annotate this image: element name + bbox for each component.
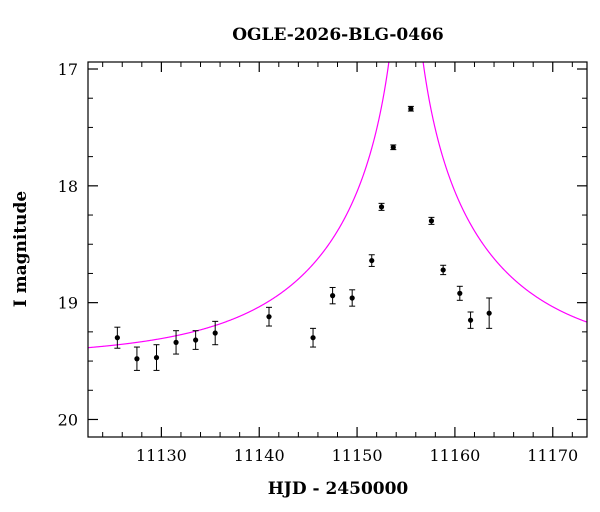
data-point xyxy=(114,335,120,341)
y-tick-label: 18 xyxy=(58,177,78,196)
data-point xyxy=(173,339,179,345)
x-axis-label: HJD - 2450000 xyxy=(268,479,409,499)
x-tick-label: 11170 xyxy=(527,446,578,465)
data-point-group xyxy=(329,286,336,305)
data-point-group xyxy=(114,326,121,349)
data-point xyxy=(390,144,396,150)
model-layer xyxy=(88,62,587,349)
data-point-group xyxy=(390,144,397,151)
data-point xyxy=(193,337,199,343)
plot-frame xyxy=(87,61,588,438)
chart-title: OGLE-2026-BLG-0466 xyxy=(232,25,444,45)
data-point xyxy=(310,335,316,341)
data-point-group xyxy=(133,346,140,371)
data-point xyxy=(428,218,435,224)
data-point-group xyxy=(407,105,414,112)
data-point-group xyxy=(349,289,356,307)
data-point xyxy=(467,317,474,323)
data-point-group xyxy=(212,320,219,346)
y-tick-label: 20 xyxy=(58,410,78,429)
tick-labels: 11130 11140 11150 11160 11170 17 18 19 20 xyxy=(58,60,579,465)
data-point-group xyxy=(153,344,160,371)
data-point-group xyxy=(456,285,463,301)
data-point-group xyxy=(467,311,474,329)
data-point-group xyxy=(378,202,385,211)
data-point-group xyxy=(192,330,199,350)
y-axis-label: I magnitude xyxy=(11,191,31,308)
y-tick-label: 17 xyxy=(58,60,78,79)
data-point xyxy=(486,310,492,316)
data-point-group xyxy=(368,254,375,267)
data-point-group xyxy=(173,330,180,355)
x-tick-label: 11140 xyxy=(234,446,285,465)
data-point xyxy=(408,106,414,112)
minor-ticks xyxy=(88,62,587,437)
x-tick-label: 11160 xyxy=(429,446,480,465)
data-point-group xyxy=(428,216,435,225)
data-point xyxy=(330,293,336,299)
x-tick-label: 11130 xyxy=(136,446,187,465)
y-tick-label: 19 xyxy=(58,294,78,313)
data-point-group xyxy=(310,327,317,348)
data-layer xyxy=(114,105,493,371)
data-point xyxy=(369,257,375,264)
x-tick-label: 11150 xyxy=(332,446,383,465)
data-point xyxy=(153,354,160,361)
data-point-group xyxy=(440,264,447,276)
data-point xyxy=(266,314,272,320)
data-point xyxy=(440,267,446,273)
major-ticks xyxy=(88,62,587,437)
data-point xyxy=(378,204,385,210)
data-point xyxy=(134,356,140,362)
data-point xyxy=(212,330,218,336)
model-curve xyxy=(88,62,587,349)
data-point-group xyxy=(486,297,493,329)
data-point xyxy=(349,295,355,301)
data-point xyxy=(457,290,463,296)
data-point-group xyxy=(266,306,273,327)
